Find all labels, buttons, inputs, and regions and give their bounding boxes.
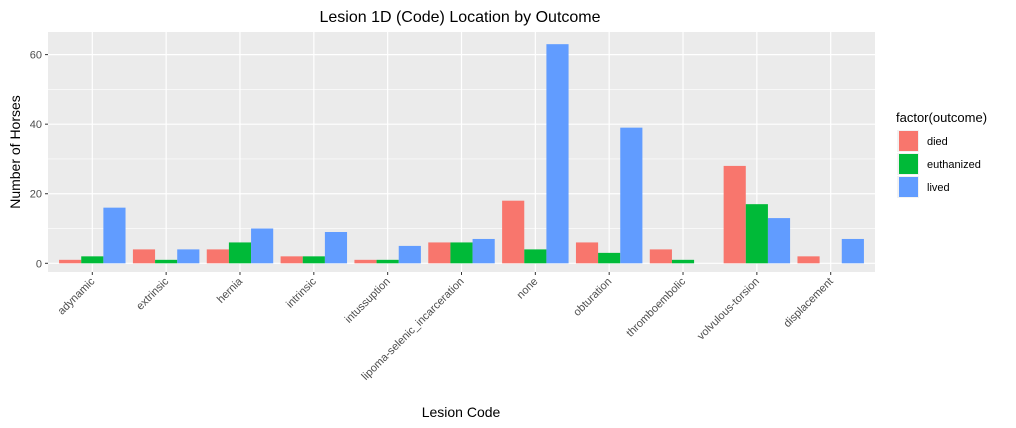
y-tick-label: 20 <box>30 189 42 201</box>
x-tick-label: thromboembolic <box>624 275 688 339</box>
bar-died <box>575 242 599 264</box>
bar-lived <box>324 232 348 264</box>
y-tick-label: 60 <box>30 50 42 62</box>
bar-euthanized <box>745 204 768 264</box>
bar-lived <box>103 207 126 264</box>
bar-died <box>502 200 525 264</box>
legend-label-died: died <box>927 136 948 148</box>
chart-title: Lesion 1D (Code) Location by Outcome <box>319 9 600 26</box>
bar-died <box>428 242 451 264</box>
x-tick-label: displacement <box>781 276 835 330</box>
bar-euthanized <box>81 256 104 264</box>
bar-died <box>59 259 82 264</box>
bar-lived <box>767 218 791 264</box>
x-tick-label: hernia <box>215 275 246 306</box>
legend-label-euthanized: euthanized <box>927 159 981 171</box>
x-axis-title: Lesion Code <box>422 404 501 420</box>
x-tick-label: adynamic <box>56 275 98 317</box>
bar-lived <box>546 44 569 264</box>
x-tick-label: volvulous-torsion <box>695 276 762 343</box>
bar-euthanized <box>228 242 252 264</box>
legend-swatch-euthanized <box>899 154 918 174</box>
bar-euthanized <box>671 259 695 264</box>
bar-euthanized <box>302 256 325 264</box>
bar-euthanized <box>524 249 547 264</box>
bar-euthanized <box>376 259 399 264</box>
bar-died <box>649 249 672 264</box>
bars <box>59 44 864 264</box>
legend: factor(outcome) died euthanized lived <box>896 110 987 198</box>
y-tick-label: 40 <box>30 119 42 131</box>
y-tick-label: 0 <box>36 258 42 270</box>
legend-title: factor(outcome) <box>896 110 987 125</box>
bar-euthanized <box>155 259 178 264</box>
bar-died <box>280 256 303 264</box>
bar-died <box>354 259 377 264</box>
x-tick-label: intussuption <box>343 276 393 326</box>
legend-swatch-lived <box>899 177 918 197</box>
legend-label-lived: lived <box>927 182 950 194</box>
x-tick-label: obturation <box>571 276 614 319</box>
y-axis-title: Number of Horses <box>7 95 23 209</box>
x-tick-label: none <box>515 276 541 302</box>
bar-died <box>797 256 820 264</box>
bar-lived <box>620 127 643 264</box>
bar-lived <box>472 238 495 264</box>
x-tick-label: extrinsic <box>134 275 171 312</box>
bar-died <box>206 249 229 264</box>
bar-lived <box>398 245 421 264</box>
bar-lived <box>251 228 274 264</box>
legend-swatch-died <box>899 131 918 151</box>
x-tick-label: intrinsic <box>284 275 319 310</box>
bar-lived <box>841 238 864 264</box>
bar-died <box>132 249 156 264</box>
bar-euthanized <box>450 242 473 264</box>
bar-euthanized <box>598 252 621 264</box>
bar-died <box>723 165 746 264</box>
x-axis: adynamic extrinsic hernia intrinsic intussup… <box>56 272 836 383</box>
bar-lived <box>177 249 200 264</box>
y-axis: 0 20 40 60 <box>30 50 48 270</box>
